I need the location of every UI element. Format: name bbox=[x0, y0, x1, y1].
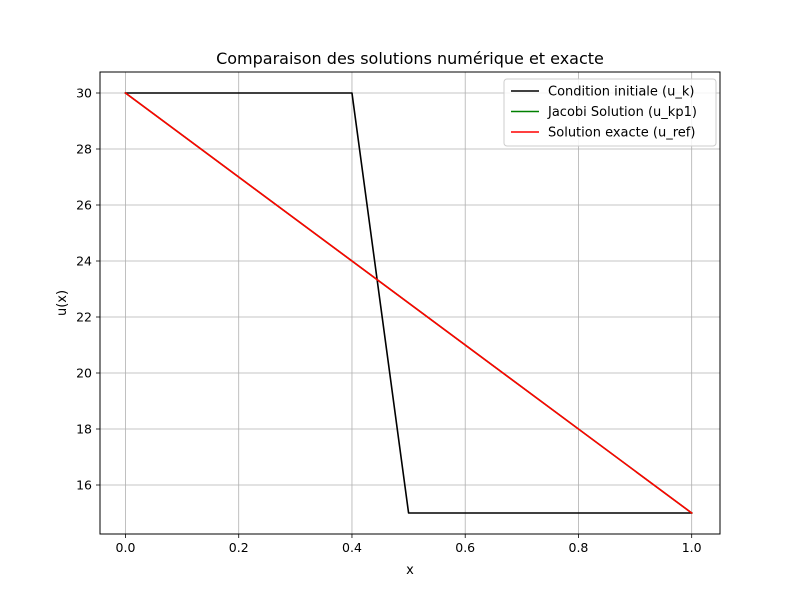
series-line-3 bbox=[124, 91, 693, 515]
chart-title: Comparaison des solutions numérique et e… bbox=[216, 49, 604, 68]
x-tick-label: 0.0 bbox=[116, 540, 136, 555]
legend-label-3: Solution exacte (u_ref) bbox=[548, 126, 695, 141]
ticks: 0.0 0.2 0.4 0.6 0.8 1.0 16 18 20 22 24 26 28 30 bbox=[76, 86, 702, 556]
series-lines bbox=[124, 91, 693, 515]
grid-lines bbox=[100, 72, 720, 534]
y-tick-label: 22 bbox=[76, 310, 92, 325]
y-tick-label: 26 bbox=[76, 198, 92, 213]
y-tick-label: 16 bbox=[76, 478, 92, 493]
y-tick-label: 28 bbox=[76, 142, 92, 157]
x-axis-label: x bbox=[406, 563, 414, 578]
legend-box bbox=[503, 78, 717, 147]
y-axis-label: u(x) bbox=[55, 290, 70, 316]
y-tick-label: 20 bbox=[76, 366, 92, 381]
legend-label-1: Condition initiale (u_k) bbox=[548, 85, 694, 100]
plot-frame bbox=[99, 71, 721, 535]
y-tick-label: 18 bbox=[76, 422, 92, 437]
legend: Condition initiale (u_k) Jacobi Solution … bbox=[503, 78, 717, 147]
x-tick-label: 0.8 bbox=[569, 540, 589, 555]
x-tick-label: 1.0 bbox=[682, 540, 702, 555]
x-tick-label: 0.6 bbox=[455, 540, 475, 555]
series-line-1 bbox=[124, 92, 693, 514]
y-tick-label: 24 bbox=[76, 254, 92, 269]
x-tick-label: 0.2 bbox=[229, 540, 249, 555]
x-tick-label: 0.4 bbox=[342, 540, 362, 555]
legend-label-2: Jacobi Solution (u_kp1) bbox=[547, 105, 697, 120]
y-tick-label: 30 bbox=[76, 86, 92, 101]
